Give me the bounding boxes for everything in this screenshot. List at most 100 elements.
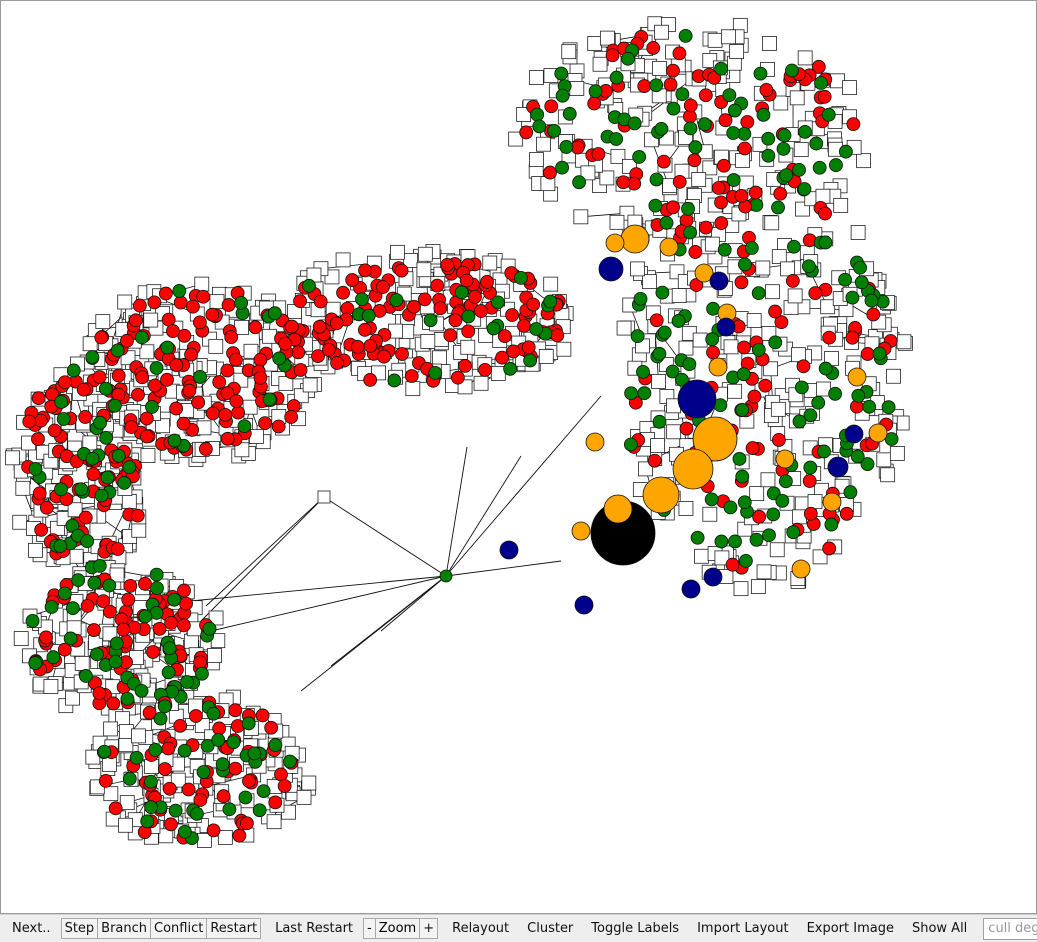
variable-node[interactable] [432,350,447,366]
variable-node[interactable] [82,435,98,451]
false-clause-node[interactable] [881,400,896,415]
variable-node[interactable] [208,610,224,626]
true-clause-node[interactable] [186,299,200,314]
false-clause-node[interactable] [486,321,501,336]
false-clause-node[interactable] [675,372,689,387]
variable-node[interactable] [876,452,892,468]
variable-node[interactable] [896,334,912,350]
true-clause-node[interactable] [31,391,46,406]
false-clause-node[interactable] [167,592,182,607]
conflict-node[interactable] [681,579,701,599]
true-clause-node[interactable] [688,245,703,259]
variable-node[interactable] [773,95,789,111]
false-clause-node[interactable] [162,641,177,656]
false-clause-node[interactable] [572,175,587,190]
false-clause-node[interactable] [682,357,697,372]
true-clause-node[interactable] [212,721,227,736]
conflict-node[interactable] [677,379,717,419]
true-clause-node[interactable] [450,370,465,385]
variable-node[interactable] [324,269,340,285]
variable-node[interactable] [536,136,551,152]
true-clause-node[interactable] [376,280,390,294]
variable-node[interactable] [528,70,544,85]
false-clause-node[interactable] [490,295,505,310]
false-clause-node[interactable] [727,103,742,118]
false-clause-node[interactable] [196,765,211,779]
variable-node[interactable] [390,244,405,260]
true-clause-node[interactable] [181,782,196,797]
false-clause-node[interactable] [153,711,168,726]
false-clause-node[interactable] [562,106,577,121]
true-clause-node[interactable] [224,330,239,344]
true-clause-node[interactable] [284,410,299,424]
false-clause-node[interactable] [160,340,175,355]
variable-node[interactable] [482,255,498,271]
true-clause-node[interactable] [443,328,458,343]
false-clause-node[interactable] [555,88,570,103]
variable-node[interactable] [678,501,694,516]
false-clause-node[interactable] [737,495,752,510]
true-clause-node[interactable] [647,453,662,468]
true-clause-node[interactable] [430,278,445,293]
true-clause-node[interactable] [796,359,811,374]
false-clause-node[interactable] [714,534,729,549]
decision-node[interactable] [708,357,728,377]
variable-node[interactable] [723,339,739,355]
true-clause-node[interactable] [80,599,95,613]
true-clause-node[interactable] [169,358,184,372]
true-clause-node[interactable] [707,70,722,85]
false-clause-node[interactable] [838,272,852,287]
true-clause-node[interactable] [98,773,113,788]
variable-node[interactable] [729,44,745,59]
true-clause-node[interactable] [228,703,243,718]
false-clause-node[interactable] [659,215,674,230]
true-clause-node[interactable] [31,432,45,446]
last-restart-button[interactable]: Last Restart [267,918,362,939]
false-clause-node[interactable] [195,666,209,681]
restart-button[interactable]: Restart [207,918,262,939]
graph-canvas[interactable] [0,0,1037,914]
true-clause-node[interactable] [468,289,482,304]
false-clause-node[interactable] [149,361,164,375]
false-clause-node[interactable] [134,330,149,345]
true-clause-node[interactable] [672,174,687,189]
false-clause-node[interactable] [756,107,771,122]
false-clause-node[interactable] [555,160,569,175]
false-clause-node[interactable] [262,392,277,407]
true-clause-node[interactable] [505,308,519,322]
decision-node[interactable] [775,449,795,469]
false-clause-node[interactable] [28,656,43,670]
false-clause-node[interactable] [749,532,764,547]
branch-button[interactable]: Branch [98,918,152,939]
true-clause-node[interactable] [358,263,372,278]
variable-node[interactable] [733,581,749,597]
true-clause-node[interactable] [193,793,208,807]
variable-node[interactable] [561,44,577,60]
false-clause-node[interactable] [177,743,192,758]
false-clause-node[interactable] [761,131,776,146]
true-clause-node[interactable] [506,344,521,359]
variable-node[interactable] [417,246,433,262]
true-clause-node[interactable] [860,347,875,361]
variable-node[interactable] [405,381,421,397]
decision-node[interactable] [659,237,679,257]
true-clause-node[interactable] [264,720,279,735]
true-clause-node[interactable] [517,318,531,333]
conflict-node[interactable] [844,424,864,444]
true-clause-node[interactable] [377,349,391,364]
false-clause-node[interactable] [54,482,68,497]
false-clause-node[interactable] [683,225,698,240]
false-clause-node[interactable] [862,399,877,414]
true-clause-node[interactable] [198,442,213,456]
true-clause-node[interactable] [394,263,409,278]
false-clause-node[interactable] [117,476,132,490]
true-clause-node[interactable] [637,79,652,93]
conflict-button[interactable]: Conflict [151,918,208,939]
variable-node[interactable] [140,448,156,463]
variable-node[interactable] [196,420,212,436]
variable-node[interactable] [490,366,506,381]
true-clause-node[interactable] [417,292,432,307]
true-clause-node[interactable] [106,696,121,711]
false-clause-node[interactable] [167,433,182,448]
false-clause-node[interactable] [361,308,376,323]
